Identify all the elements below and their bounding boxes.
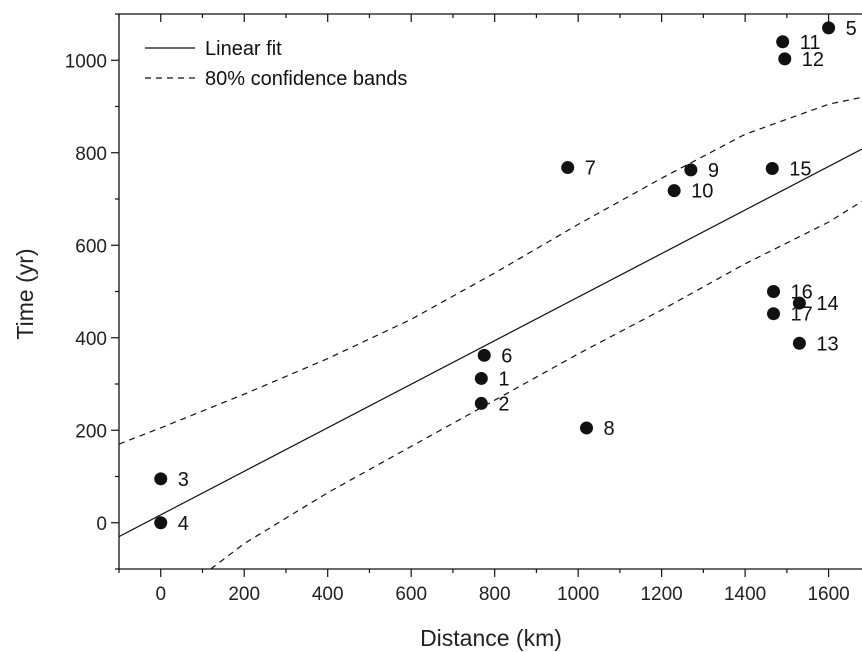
data-point-label: 15 [789, 158, 811, 180]
data-point-3 [154, 472, 167, 485]
data-point-label: 7 [585, 158, 596, 180]
x-tick-label: 600 [395, 584, 427, 605]
confidence-band-lower [211, 201, 862, 569]
data-point-label: 8 [604, 418, 615, 440]
data-point-11 [776, 35, 789, 48]
x-tick-label: 1400 [724, 584, 766, 605]
x-tick-label: 1000 [557, 584, 599, 605]
data-point-label: 6 [501, 345, 512, 367]
data-point-16 [767, 285, 780, 298]
data-point-1 [475, 372, 488, 385]
linear-fit-line [119, 149, 862, 537]
data-point-17 [767, 307, 780, 320]
data-point-label: 3 [178, 469, 189, 491]
x-tick-label: 1200 [640, 584, 682, 605]
confidence-bands [119, 97, 862, 569]
data-point-6 [478, 349, 491, 362]
linear-fit [119, 149, 862, 537]
data-point-label: 9 [708, 160, 719, 182]
data-point-7 [561, 161, 574, 174]
legend-linear-fit-label: Linear fit [205, 38, 282, 60]
confidence-band-upper [119, 97, 862, 444]
data-point-12 [778, 52, 791, 65]
data-point-label: 2 [498, 393, 509, 415]
data-point-2 [475, 397, 488, 410]
data-point-13 [793, 337, 806, 350]
x-tick-label: 200 [228, 584, 260, 605]
data-point-label: 17 [791, 304, 813, 326]
x-tick-label: 400 [312, 584, 344, 605]
data-point-label: 1 [498, 368, 509, 390]
y-tick-label: 400 [75, 329, 107, 350]
y-tick-label: 1000 [65, 51, 107, 72]
y-axis-title: Time (yr) [12, 248, 38, 339]
y-tick-label: 800 [75, 144, 107, 165]
x-tick-label: 0 [155, 584, 166, 605]
legend-bands-label: 80% confidence bands [205, 68, 407, 90]
y-tick-label: 600 [75, 236, 107, 257]
data-point-15 [766, 162, 779, 175]
x-axis-title: Distance (km) [420, 625, 562, 651]
x-tick-label: 1600 [807, 584, 849, 605]
data-point-9 [684, 163, 697, 176]
data-point-5 [822, 21, 835, 34]
data-point-8 [580, 421, 593, 434]
y-tick-label: 0 [96, 514, 107, 535]
x-tick-label: 800 [479, 584, 511, 605]
data-point-label: 14 [816, 293, 838, 315]
data-point-label: 12 [802, 49, 824, 71]
data-point-label: 4 [178, 513, 189, 535]
data-point-label: 5 [846, 18, 857, 40]
data-point-4 [154, 516, 167, 529]
data-point-label: 13 [816, 333, 838, 355]
legend: Linear fit 80% confidence bands [145, 38, 407, 90]
data-point-label: 10 [691, 181, 713, 203]
data-point-label: 16 [791, 282, 813, 304]
data-point-10 [668, 184, 681, 197]
y-tick-label: 200 [75, 421, 107, 442]
